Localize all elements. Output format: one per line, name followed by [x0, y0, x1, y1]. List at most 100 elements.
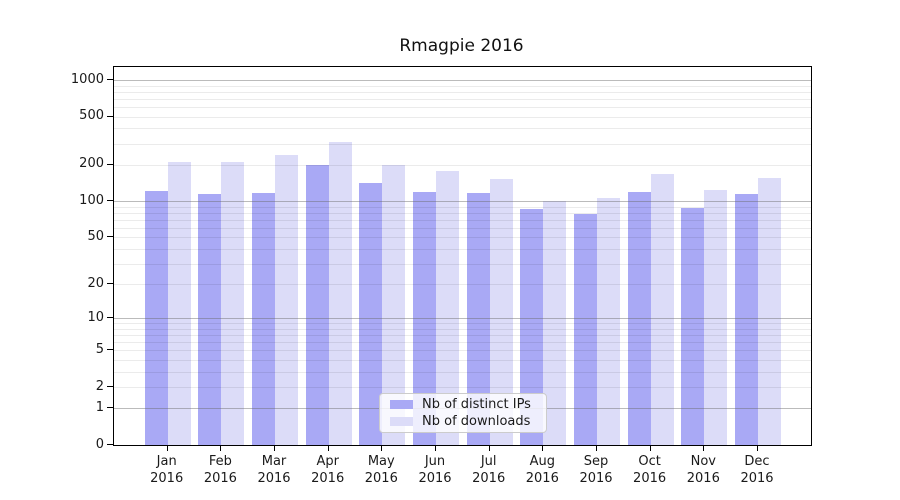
- chart-title: Rmagpie 2016: [399, 36, 524, 56]
- y-tick-label-50: 50: [87, 228, 104, 244]
- y-tick-label-2: 2: [95, 378, 104, 394]
- y-tick-label-0: 0: [95, 436, 104, 452]
- x-tick-jul: [488, 445, 490, 451]
- y-tick-label-1000: 1000: [70, 71, 104, 87]
- gridline-minor-700: [114, 98, 811, 100]
- legend-swatch-distinct-ips: [390, 400, 413, 410]
- bar-downloads-jan: [167, 161, 191, 445]
- bar-downloads-feb: [221, 162, 245, 445]
- x-tick-label-jun: Jun 2016: [418, 454, 452, 486]
- legend-label-downloads: Nb of downloads: [422, 413, 531, 429]
- y-tick-label-200: 200: [79, 156, 104, 172]
- gridline-minor-80: [114, 212, 811, 214]
- plot-area: [113, 66, 812, 446]
- bar-downloads-aug: [543, 201, 567, 445]
- gridline-minor-7: [114, 335, 811, 337]
- bar-downloads-nov: [704, 190, 728, 445]
- y-tick-label-10: 10: [87, 309, 104, 325]
- x-tick-nov: [703, 445, 705, 451]
- y-tick-label-20: 20: [87, 275, 104, 291]
- gridline-minor-400: [114, 128, 811, 130]
- bar-ips-oct: [627, 191, 651, 445]
- gridline-minor-4: [114, 360, 811, 361]
- bar-downloads-apr: [328, 142, 352, 445]
- x-tick-label-sep: Sep 2016: [579, 454, 613, 486]
- bar-downloads-dec: [757, 177, 781, 445]
- x-tick-label-dec: Dec 2016: [740, 454, 774, 486]
- x-tick-feb: [220, 445, 222, 451]
- y-tick-50: [107, 236, 113, 238]
- bar-ips-feb: [198, 193, 222, 445]
- legend-label-distinct-ips: Nb of distinct IPs: [422, 397, 531, 413]
- bar-downloads-jul: [489, 179, 513, 445]
- bar-downloads-may: [382, 165, 406, 445]
- x-tick-jan: [166, 445, 168, 451]
- gridline-minor-8: [114, 328, 811, 330]
- x-tick-oct: [649, 445, 651, 451]
- gridline-minor-6: [114, 342, 811, 344]
- bar-ips-jul: [466, 192, 490, 445]
- y-tick-2: [107, 386, 113, 387]
- gridline-minor-20: [114, 284, 811, 286]
- gridline-minor-900: [114, 85, 811, 87]
- legend: Nb of distinct IPs Nb of downloads: [379, 393, 547, 433]
- bar-ips-mar: [252, 192, 276, 445]
- y-tick-200: [107, 163, 113, 165]
- gridline-minor-60: [114, 227, 811, 229]
- y-tick-label-5: 5: [95, 341, 104, 357]
- bar-ips-may: [359, 183, 383, 445]
- gridline-minor-50: [114, 237, 811, 239]
- gridline-minor-3: [114, 371, 811, 373]
- bar-downloads-jun: [436, 170, 459, 445]
- gridline-minor-200: [114, 164, 811, 166]
- x-tick-label-may: May 2016: [364, 454, 398, 486]
- gridline-minor-90: [114, 206, 811, 208]
- bar-downloads-sep: [596, 198, 620, 445]
- x-tick-label-jul: Jul 2016: [472, 454, 506, 486]
- legend-swatch-downloads: [390, 416, 413, 426]
- x-tick-apr: [327, 445, 329, 451]
- y-tick-100: [107, 200, 113, 202]
- y-tick-1000: [107, 79, 113, 80]
- gridline-minor-800: [114, 91, 811, 93]
- x-tick-dec: [757, 445, 758, 451]
- gridline-minor-2: [114, 387, 811, 388]
- bar-ips-apr: [305, 164, 329, 445]
- gridline-major-10: [114, 318, 811, 320]
- gridline-major-100: [114, 201, 811, 203]
- x-tick-aug: [542, 445, 544, 451]
- x-tick-label-mar: Mar 2016: [257, 454, 291, 486]
- gridline-minor-5: [114, 350, 811, 352]
- x-tick-mar: [274, 445, 275, 451]
- x-tick-label-feb: Feb 2016: [203, 454, 237, 486]
- y-tick-500: [107, 115, 113, 117]
- x-tick-label-jan: Jan 2016: [150, 454, 184, 486]
- bar-ips-aug: [520, 208, 544, 445]
- y-tick-label-500: 500: [79, 108, 104, 124]
- x-tick-label-oct: Oct 2016: [633, 454, 667, 486]
- x-tick-label-apr: Apr 2016: [311, 454, 345, 486]
- bar-ips-jan: [144, 191, 168, 445]
- y-tick-20: [107, 283, 113, 285]
- gridline-minor-70: [114, 219, 811, 221]
- y-tick-label-100: 100: [79, 192, 104, 208]
- bar-ips-sep: [573, 213, 597, 445]
- bar-downloads-oct: [650, 173, 674, 445]
- y-tick-1: [107, 407, 113, 409]
- bar-ips-jun: [413, 192, 436, 445]
- gridline-major-1000: [114, 80, 811, 81]
- gridline-minor-500: [114, 116, 811, 118]
- legend-item-downloads: Nb of downloads: [380, 414, 546, 429]
- y-tick-label-1: 1: [95, 399, 104, 415]
- y-tick-5: [107, 349, 113, 351]
- x-tick-label-nov: Nov 2016: [686, 454, 720, 486]
- bar-ips-nov: [681, 207, 705, 445]
- x-tick-sep: [596, 445, 597, 451]
- bar-ips-dec: [734, 193, 758, 445]
- gridline-minor-30: [114, 263, 811, 265]
- bar-downloads-mar: [275, 155, 299, 445]
- gridline-minor-9: [114, 323, 811, 325]
- x-tick-jun: [435, 445, 436, 451]
- y-tick-10: [107, 317, 113, 319]
- gridline-minor-40: [114, 248, 811, 250]
